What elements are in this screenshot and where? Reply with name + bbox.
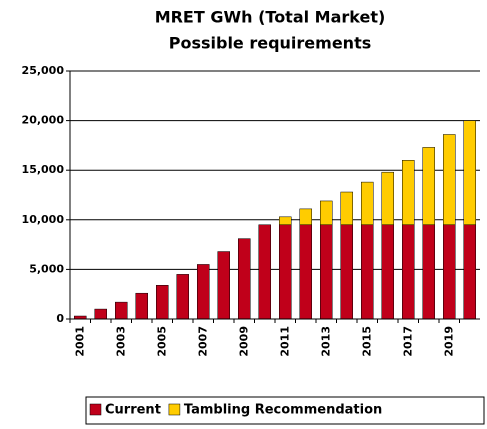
bar bbox=[422, 224, 435, 320]
bar bbox=[402, 160, 415, 226]
bar bbox=[299, 224, 312, 320]
bar bbox=[443, 224, 456, 320]
x-tick-label: 2003 bbox=[114, 326, 127, 357]
bar bbox=[463, 120, 476, 226]
y-tick-label: 25,000 bbox=[22, 64, 65, 77]
bar bbox=[176, 274, 189, 320]
bar bbox=[94, 308, 107, 320]
bar bbox=[463, 224, 476, 320]
y-tick-label: 20,000 bbox=[22, 114, 65, 127]
legend-box bbox=[85, 396, 485, 425]
x-tick-label: 2015 bbox=[360, 326, 373, 357]
x-tick-label: 2011 bbox=[278, 326, 291, 357]
bar bbox=[361, 224, 374, 320]
y-tick-label: 5,000 bbox=[29, 262, 64, 275]
bar bbox=[258, 224, 271, 320]
bar bbox=[320, 224, 333, 320]
bar bbox=[279, 216, 292, 226]
bar bbox=[135, 292, 148, 320]
bar bbox=[340, 191, 353, 226]
bar bbox=[340, 224, 353, 320]
bar bbox=[238, 238, 251, 320]
legend-label: Tambling Recommendation bbox=[184, 403, 382, 418]
bar bbox=[361, 181, 374, 226]
bar bbox=[115, 301, 128, 320]
y-tick-label: 0 bbox=[56, 312, 64, 325]
bar bbox=[156, 285, 169, 320]
y-tick-label: 15,000 bbox=[22, 163, 65, 176]
bar bbox=[381, 224, 394, 320]
y-tick-label: 10,000 bbox=[22, 213, 65, 226]
bar bbox=[422, 147, 435, 226]
x-tick-label: 2005 bbox=[155, 326, 168, 357]
x-tick-label: 2013 bbox=[319, 326, 332, 357]
legend-swatch bbox=[89, 403, 102, 416]
x-tick-label: 2001 bbox=[73, 326, 86, 357]
chart-title: MRET GWh (Total Market) bbox=[155, 8, 386, 27]
x-tick-label: 2017 bbox=[401, 326, 414, 357]
x-tick-label: 2019 bbox=[442, 326, 455, 357]
legend-label: Current bbox=[105, 403, 161, 418]
x-tick-label: 2009 bbox=[237, 326, 250, 357]
bar bbox=[279, 224, 292, 320]
bar bbox=[217, 251, 230, 320]
bar bbox=[443, 134, 456, 226]
bar bbox=[320, 200, 333, 226]
x-tick-label: 2007 bbox=[196, 326, 209, 357]
chart-subtitle: Possible requirements bbox=[169, 34, 372, 53]
bar bbox=[197, 264, 210, 320]
bar bbox=[381, 171, 394, 226]
bar bbox=[402, 224, 415, 320]
bar bbox=[299, 208, 312, 226]
legend-swatch bbox=[168, 403, 181, 416]
